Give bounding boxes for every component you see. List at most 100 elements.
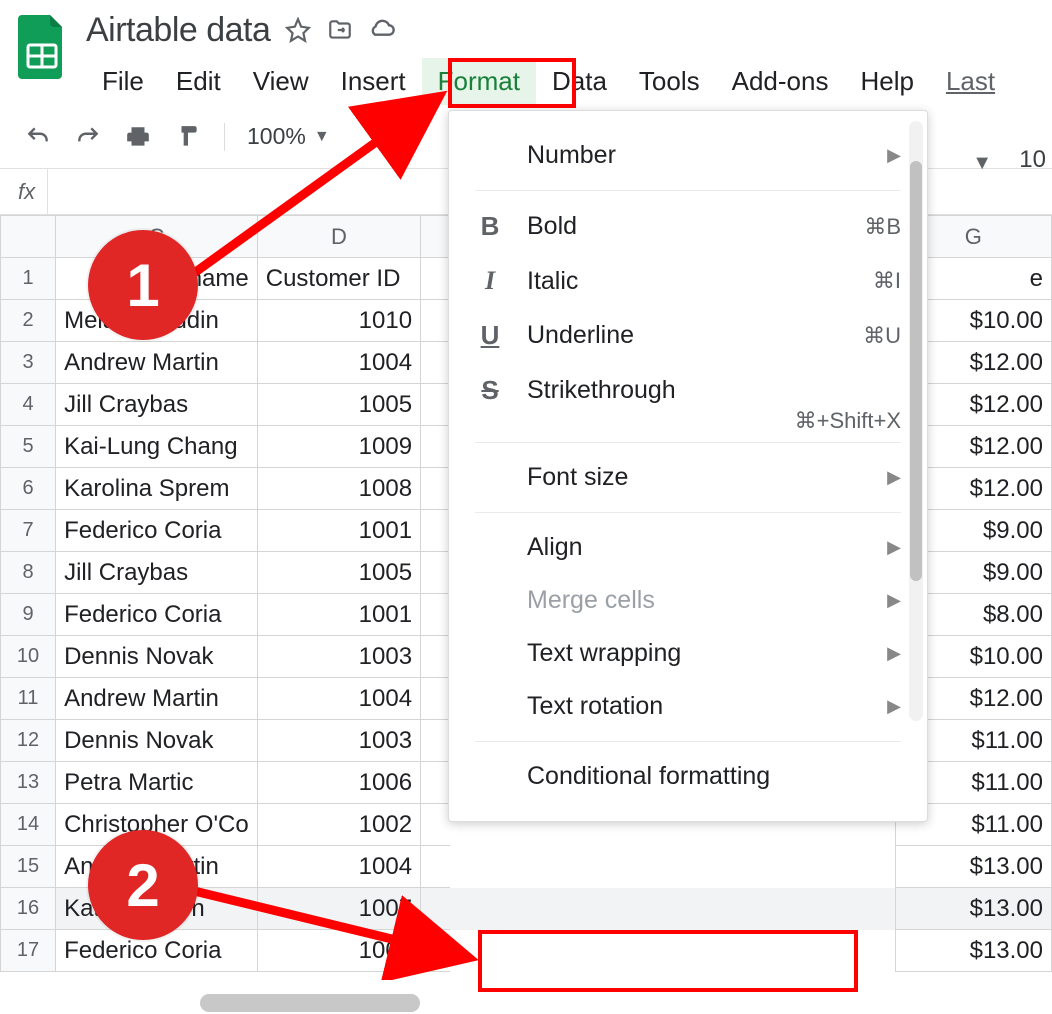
cell[interactable]: Petra Martic bbox=[56, 762, 258, 804]
menu-help[interactable]: Help bbox=[844, 58, 929, 105]
row-header[interactable]: 6 bbox=[1, 468, 56, 510]
cell[interactable] bbox=[421, 258, 450, 300]
cell[interactable]: 1010 bbox=[257, 300, 420, 342]
cell[interactable]: Andrew Martin bbox=[56, 342, 258, 384]
corner-cell[interactable] bbox=[1, 216, 56, 258]
undo-icon[interactable] bbox=[24, 123, 52, 151]
row-header[interactable]: 11 bbox=[1, 678, 56, 720]
menu-view[interactable]: View bbox=[237, 58, 325, 105]
row-header[interactable]: 7 bbox=[1, 510, 56, 552]
horizontal-scrollbar[interactable] bbox=[200, 994, 420, 1012]
menu-edit[interactable]: Edit bbox=[160, 58, 237, 105]
cloud-status-icon[interactable] bbox=[368, 16, 396, 44]
cell[interactable] bbox=[421, 510, 450, 552]
cell[interactable]: 1005 bbox=[257, 552, 420, 594]
row-header[interactable]: 17 bbox=[1, 930, 56, 972]
cell[interactable] bbox=[421, 300, 450, 342]
row-header[interactable]: 16 bbox=[1, 888, 56, 930]
cell[interactable]: 1005 bbox=[257, 384, 420, 426]
format-text-rotation[interactable]: Text rotation ▶ bbox=[449, 680, 927, 733]
star-icon[interactable] bbox=[284, 16, 312, 44]
cell[interactable]: Federico Coria bbox=[56, 594, 258, 636]
cell[interactable]: 1001 bbox=[257, 930, 420, 972]
zoom-value[interactable]: 100% bbox=[247, 123, 306, 150]
cell[interactable]: Federico Coria bbox=[56, 510, 258, 552]
cell[interactable]: Dennis Novak bbox=[56, 636, 258, 678]
move-folder-icon[interactable] bbox=[326, 16, 354, 44]
menu-addons[interactable]: Add-ons bbox=[716, 58, 845, 105]
cell[interactable]: 1004 bbox=[257, 846, 420, 888]
row-header[interactable]: 2 bbox=[1, 300, 56, 342]
cell[interactable]: Dennis Novak bbox=[56, 720, 258, 762]
menu-last-edit[interactable]: Last bbox=[930, 58, 1011, 105]
cell[interactable]: 1001 bbox=[257, 594, 420, 636]
dropdown-scrollbar[interactable] bbox=[909, 121, 923, 721]
sheets-logo-icon[interactable] bbox=[16, 12, 68, 82]
cell[interactable]: 1009 bbox=[257, 426, 420, 468]
menu-insert[interactable]: Insert bbox=[325, 58, 422, 105]
cell[interactable]: Andrew Martin bbox=[56, 678, 258, 720]
menu-tools[interactable]: Tools bbox=[623, 58, 716, 105]
cell[interactable] bbox=[421, 762, 450, 804]
row-header[interactable]: 4 bbox=[1, 384, 56, 426]
row-header[interactable]: 1 bbox=[1, 258, 56, 300]
cell[interactable]: 1001 bbox=[257, 510, 420, 552]
cell[interactable] bbox=[421, 888, 450, 930]
format-conditional-formatting[interactable]: Conditional formatting bbox=[449, 750, 927, 803]
document-title[interactable]: Airtable data bbox=[86, 11, 270, 50]
cell[interactable]: 1007 bbox=[257, 888, 420, 930]
cell[interactable]: 1003 bbox=[257, 720, 420, 762]
paint-format-icon[interactable] bbox=[174, 123, 202, 151]
cell[interactable] bbox=[421, 594, 450, 636]
cell[interactable]: 1008 bbox=[257, 468, 420, 510]
cell[interactable]: 1006 bbox=[257, 762, 420, 804]
row-header[interactable]: 9 bbox=[1, 594, 56, 636]
format-bold[interactable]: B Bold ⌘B bbox=[449, 199, 927, 254]
row-header[interactable]: 15 bbox=[1, 846, 56, 888]
col-header-e[interactable] bbox=[421, 216, 450, 258]
row-header[interactable]: 8 bbox=[1, 552, 56, 594]
format-text-wrapping[interactable]: Text wrapping ▶ bbox=[449, 627, 927, 680]
cell[interactable] bbox=[421, 468, 450, 510]
cell[interactable]: 1002 bbox=[257, 804, 420, 846]
row-header[interactable]: 12 bbox=[1, 720, 56, 762]
format-align[interactable]: Align ▶ bbox=[449, 521, 927, 574]
row-header[interactable]: 5 bbox=[1, 426, 56, 468]
cell[interactable]: 1003 bbox=[257, 636, 420, 678]
cell[interactable] bbox=[421, 384, 450, 426]
cell[interactable]: Customer ID bbox=[257, 258, 420, 300]
cell[interactable] bbox=[421, 720, 450, 762]
menu-file[interactable]: File bbox=[86, 58, 160, 105]
cell[interactable] bbox=[421, 678, 450, 720]
format-italic[interactable]: I Italic ⌘I bbox=[449, 254, 927, 308]
font-size-value[interactable]: 10 bbox=[1019, 146, 1046, 174]
cell[interactable] bbox=[421, 804, 450, 846]
toolbar-dropdown-icon[interactable]: ▼ bbox=[972, 152, 992, 175]
cell[interactable] bbox=[421, 552, 450, 594]
cell[interactable]: 1004 bbox=[257, 678, 420, 720]
cell[interactable] bbox=[421, 636, 450, 678]
zoom-dropdown-icon[interactable]: ▼ bbox=[314, 128, 330, 146]
row-header[interactable]: 14 bbox=[1, 804, 56, 846]
cell[interactable]: $13.00 bbox=[895, 888, 1051, 930]
cell[interactable]: 1004 bbox=[257, 342, 420, 384]
cell[interactable]: Jill Craybas bbox=[56, 384, 258, 426]
print-icon[interactable] bbox=[124, 123, 152, 151]
cell[interactable] bbox=[421, 930, 450, 972]
cell[interactable]: $13.00 bbox=[895, 930, 1051, 972]
cell[interactable]: Jill Craybas bbox=[56, 552, 258, 594]
cell[interactable]: Kai-Lung Chang bbox=[56, 426, 258, 468]
format-number[interactable]: Number ▶ bbox=[449, 129, 927, 182]
cell[interactable] bbox=[421, 342, 450, 384]
row-header[interactable]: 13 bbox=[1, 762, 56, 804]
cell[interactable]: $13.00 bbox=[895, 846, 1051, 888]
cell[interactable] bbox=[421, 426, 450, 468]
cell[interactable] bbox=[421, 846, 450, 888]
format-underline[interactable]: U Underline ⌘U bbox=[449, 308, 927, 363]
row-header[interactable]: 3 bbox=[1, 342, 56, 384]
row-header[interactable]: 10 bbox=[1, 636, 56, 678]
redo-icon[interactable] bbox=[74, 123, 102, 151]
format-font-size[interactable]: Font size ▶ bbox=[449, 451, 927, 504]
col-header-d[interactable]: D bbox=[257, 216, 420, 258]
cell[interactable]: Karolina Sprem bbox=[56, 468, 258, 510]
